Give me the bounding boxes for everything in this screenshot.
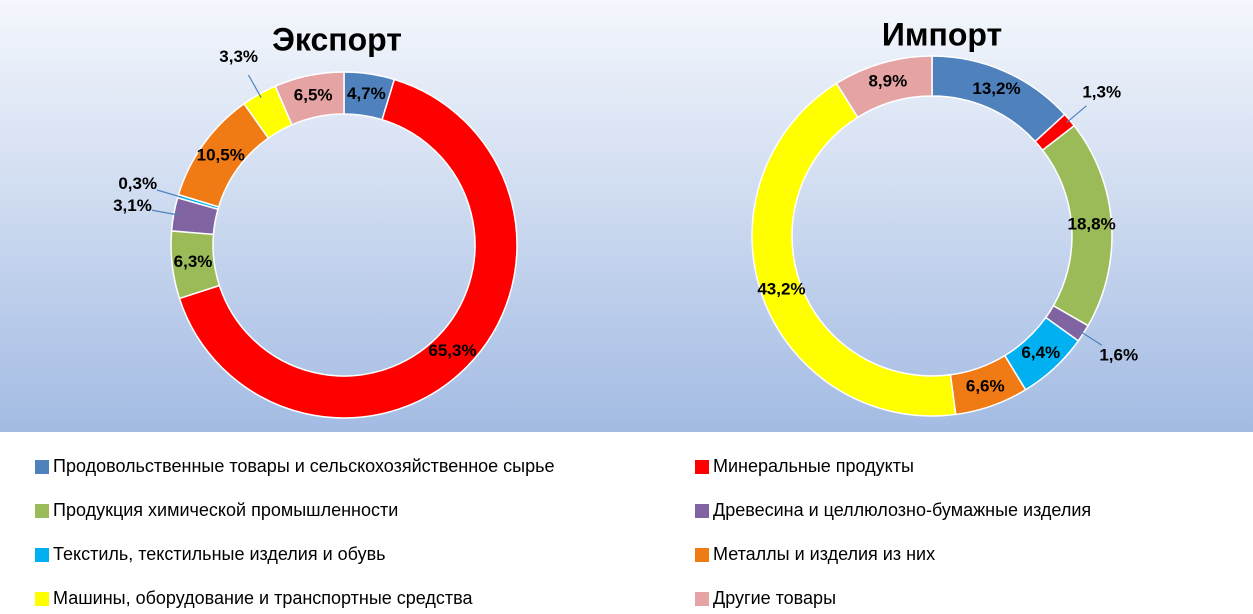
data-label: 6,3%	[174, 252, 213, 271]
donut-slice	[178, 78, 518, 419]
leader-line	[247, 74, 262, 98]
legend-swatch	[695, 548, 709, 562]
chart-title: Экспорт	[272, 21, 402, 57]
legend-label: Машины, оборудование и транспортные сред…	[53, 588, 474, 608]
legend-label: Продовольственные товары и сельскохозяйс…	[53, 456, 555, 476]
legend-label: Другие товары	[713, 588, 836, 608]
data-label: 6,6%	[966, 376, 1005, 395]
data-label: 13,2%	[972, 79, 1020, 98]
legend-swatch	[695, 460, 709, 474]
data-label: 6,4%	[1021, 343, 1060, 362]
data-label: 3,3%	[219, 47, 258, 66]
data-label: 8,9%	[868, 72, 907, 91]
data-label: 65,3%	[428, 341, 476, 360]
data-label: 1,6%	[1099, 346, 1138, 365]
legend-swatch	[695, 504, 709, 518]
leader-line	[152, 209, 178, 216]
data-label: 3,1%	[113, 196, 152, 215]
donut-slice	[751, 82, 957, 417]
data-label: 6,5%	[294, 86, 333, 105]
legend-swatch	[35, 548, 49, 562]
legend-label: Минеральные продукты	[713, 456, 914, 476]
data-label: 4,7%	[347, 84, 386, 103]
legend-swatch	[695, 592, 709, 606]
chart-title: Импорт	[882, 16, 1002, 52]
data-label: 10,5%	[197, 146, 245, 165]
donut-slice	[835, 55, 933, 119]
leader-line	[1079, 330, 1103, 346]
data-label: 43,2%	[757, 280, 805, 299]
legend-label: Продукция химической промышленности	[53, 500, 398, 520]
legend-label: Текстиль, текстильные изделия и обувь	[53, 544, 386, 564]
leader-line	[1066, 105, 1087, 123]
legend-swatch	[35, 460, 49, 474]
donut-slice	[274, 71, 345, 126]
legend-swatch	[35, 592, 49, 606]
leader-line	[156, 189, 183, 198]
data-label: 18,8%	[1068, 214, 1116, 233]
data-label: 1,3%	[1082, 82, 1121, 101]
legend-label: Древесина и целлюлозно-бумажные изделия	[713, 500, 1091, 520]
data-label: 0,3%	[118, 174, 157, 193]
legend-label: Металлы и изделия из них	[713, 544, 935, 564]
legend-swatch	[35, 504, 49, 518]
